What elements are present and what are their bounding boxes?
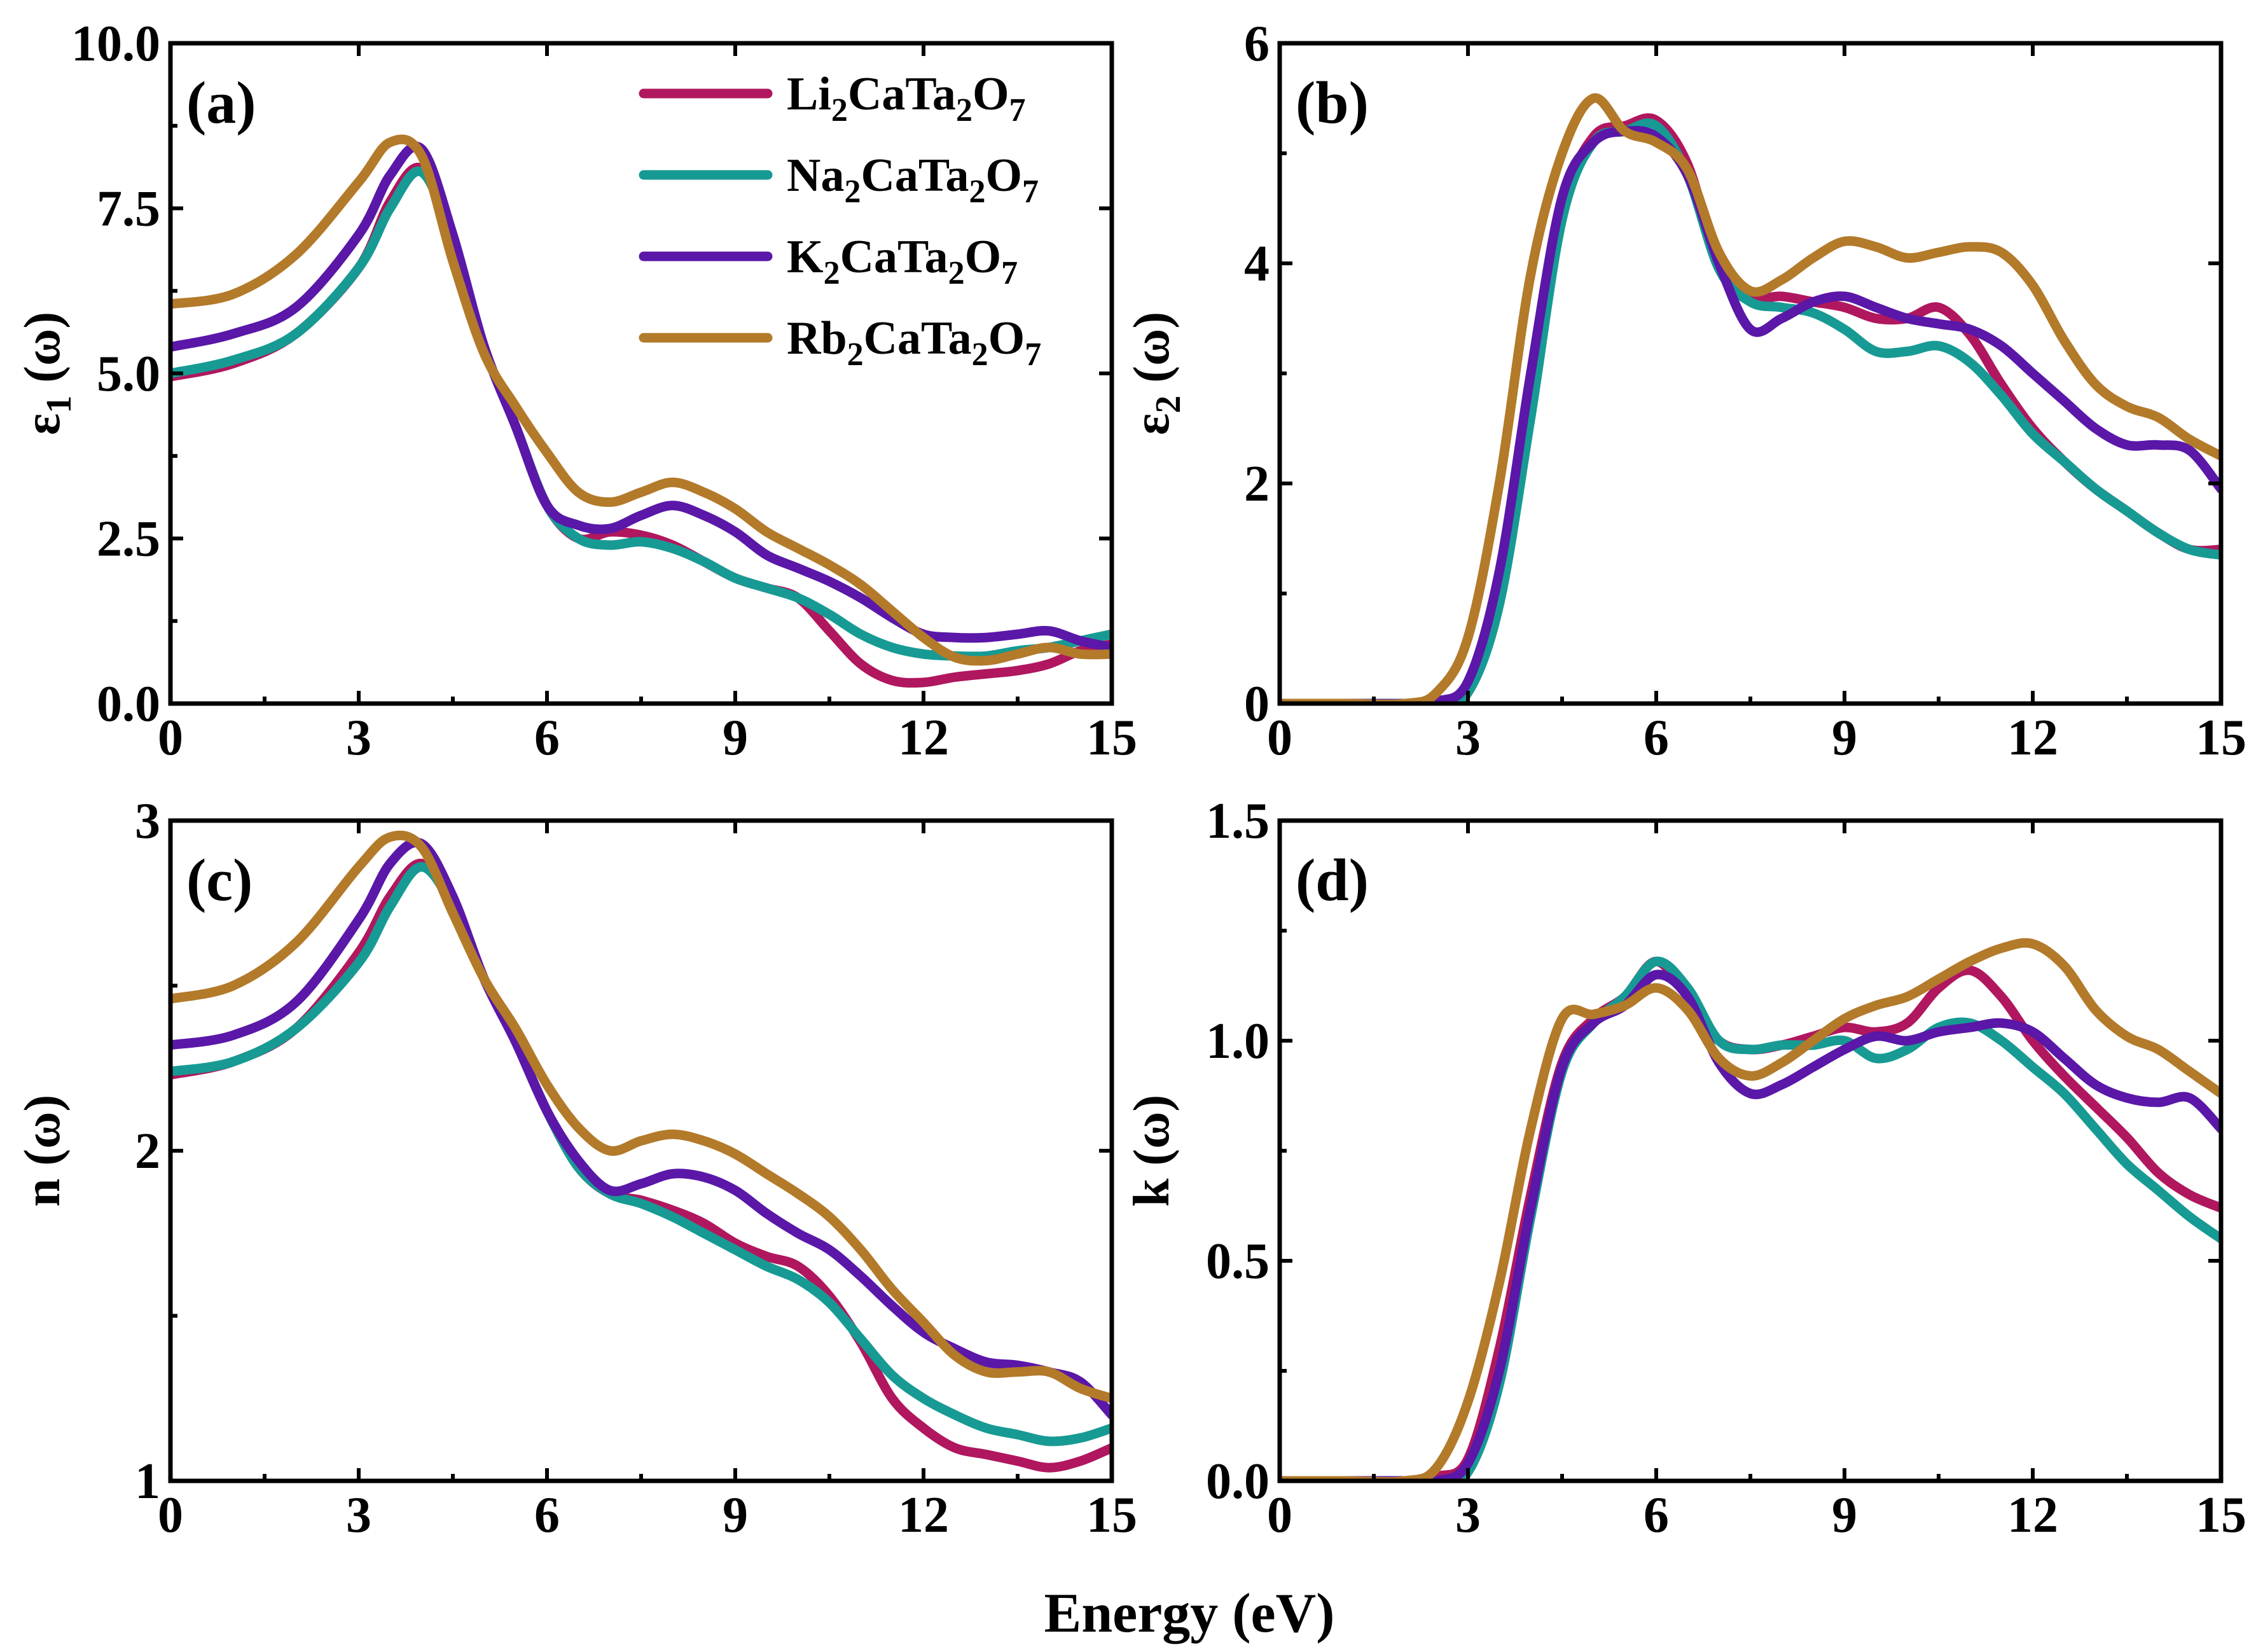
- y-tick-label: 5.0: [97, 346, 160, 402]
- y-axis-title: ε1 (ω): [15, 312, 79, 435]
- x-tick-label: 6: [1644, 1487, 1669, 1543]
- x-tick-label: 15: [2196, 710, 2246, 766]
- y-tick-label: 3: [135, 793, 160, 849]
- panel-a: 0 3 6 9 12 15 0.0 2.5 5.0 7.5 10.0 (a) ε1 (ω): [15, 16, 1137, 766]
- x-tick-label: 12: [2007, 1487, 2058, 1543]
- x-tick-label: 6: [1644, 710, 1669, 766]
- x-tick-label: 0: [158, 1487, 183, 1543]
- x-tick-label: 9: [1832, 1487, 1857, 1543]
- series-line-Na2CaTa2O7: [170, 862, 1112, 1447]
- series-line-Li2CaTa2O7: [170, 859, 1112, 1473]
- y-tick-label: 2.5: [97, 511, 160, 567]
- x-tick-label: 3: [346, 710, 371, 766]
- x-tick-label: 15: [2196, 1487, 2246, 1543]
- series-group: [170, 134, 1112, 688]
- y-tick-label: 1.0: [1206, 1013, 1270, 1069]
- y-tick-label: 0.5: [1206, 1233, 1270, 1289]
- legend-entry: Na2CaTa2O7: [787, 149, 1039, 210]
- y-tick-label: 7.5: [97, 181, 160, 237]
- x-tick-label: 12: [898, 1487, 949, 1543]
- y-axis-title: k (ω): [1124, 1095, 1180, 1207]
- panel-b: 0 3 6 9 12 15 0 2 4 6 (b) ε2 (ω): [1124, 16, 2246, 766]
- x-tick-label: 12: [2007, 710, 2058, 766]
- y-tick-label: 2: [1244, 456, 1270, 512]
- x-tick-label: 0: [158, 710, 183, 766]
- y-tick-label: 1.5: [1206, 793, 1270, 849]
- series-line-Rb2CaTa2O7: [170, 134, 1112, 666]
- y-tick-label: 0.0: [97, 676, 160, 732]
- y-tick-label: 10.0: [71, 16, 160, 72]
- x-tick-label: 15: [1086, 1487, 1137, 1543]
- panel-d: 0 3 6 9 12 15 0.0 0.5 1.0 1.5 (d) k (ω): [1124, 793, 2246, 1543]
- y-tick-label: 6: [1244, 16, 1270, 72]
- y-tick-label: 0: [1244, 676, 1270, 732]
- series-line-Li2CaTa2O7: [1280, 956, 2221, 1481]
- series-line-K2CaTa2O7: [1280, 969, 2221, 1481]
- series-group: [1280, 93, 2221, 704]
- x-tick-label: 0: [1267, 1487, 1292, 1543]
- series-line-K2CaTa2O7: [170, 141, 1112, 653]
- panel-label: (b): [1296, 70, 1369, 136]
- legend-entry: Rb2CaTa2O7: [787, 312, 1041, 373]
- panel-label: (c): [186, 847, 253, 913]
- y-tick-label: 4: [1244, 236, 1270, 292]
- panel-label: (d): [1296, 847, 1369, 913]
- series-line-Rb2CaTa2O7: [1280, 93, 2221, 704]
- y-tick-label: 0.0: [1206, 1454, 1270, 1510]
- series-line-K2CaTa2O7: [1280, 125, 2221, 704]
- x-tick-label: 9: [1832, 710, 1857, 766]
- x-tick-label: 6: [534, 710, 560, 766]
- legend-entry: K2CaTa2O7: [787, 231, 1018, 291]
- x-tick-label: 6: [534, 1487, 560, 1543]
- x-tick-label: 3: [1455, 1487, 1481, 1543]
- y-tick-label: 2: [135, 1123, 160, 1179]
- x-tick-label: 12: [898, 710, 949, 766]
- series-group: [1280, 938, 2221, 1481]
- series-line-Na2CaTa2O7: [1280, 956, 2221, 1481]
- panel-label: (a): [186, 70, 256, 136]
- x-tick-label: 15: [1086, 710, 1137, 766]
- series-line-Rb2CaTa2O7: [170, 830, 1112, 1403]
- x-tick-label: 0: [1267, 710, 1292, 766]
- series-line-K2CaTa2O7: [170, 837, 1112, 1420]
- x-tick-label: 3: [346, 1487, 371, 1543]
- y-tick-label: 1: [135, 1454, 160, 1510]
- plot-frame: [1277, 818, 2224, 1483]
- series-line-Rb2CaTa2O7: [1280, 938, 2221, 1481]
- legend: Li2CaTa2O7 Na2CaTa2O7 K2CaTa2O7 Rb2CaTa2O7: [639, 68, 1041, 373]
- y-axis-title: ε2 (ω): [1124, 312, 1188, 435]
- x-tick-label: 3: [1455, 710, 1481, 766]
- x-axis-title: Energy (eV): [1044, 1583, 1335, 1644]
- x-tick-label: 9: [723, 710, 748, 766]
- series-group: [170, 830, 1112, 1473]
- x-tick-label: 9: [723, 1487, 748, 1543]
- plot-frame: [168, 41, 1114, 706]
- legend-entry: Li2CaTa2O7: [787, 68, 1026, 128]
- y-axis-title: n (ω): [15, 1095, 71, 1207]
- plot-frame: [1277, 41, 2224, 706]
